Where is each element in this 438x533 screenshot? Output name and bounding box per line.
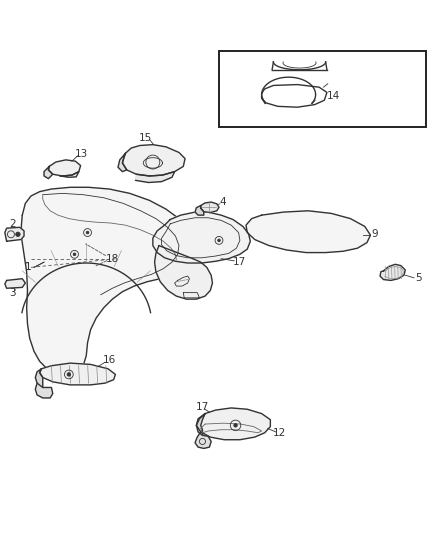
Polygon shape bbox=[135, 172, 175, 182]
Polygon shape bbox=[21, 187, 199, 375]
Text: 1: 1 bbox=[25, 262, 32, 272]
Polygon shape bbox=[196, 408, 270, 440]
Text: 1: 1 bbox=[25, 262, 32, 272]
Polygon shape bbox=[40, 363, 116, 385]
Text: 17: 17 bbox=[196, 402, 209, 411]
Polygon shape bbox=[60, 172, 79, 177]
Text: 12: 12 bbox=[273, 428, 286, 438]
Polygon shape bbox=[195, 206, 204, 215]
Polygon shape bbox=[196, 414, 205, 435]
Text: 3: 3 bbox=[9, 288, 16, 297]
Polygon shape bbox=[35, 383, 53, 398]
Circle shape bbox=[67, 373, 71, 376]
Polygon shape bbox=[195, 432, 211, 448]
Text: 18: 18 bbox=[106, 254, 119, 264]
Text: 15: 15 bbox=[138, 133, 152, 143]
Polygon shape bbox=[48, 160, 81, 176]
Circle shape bbox=[234, 424, 237, 427]
Text: 17: 17 bbox=[233, 257, 247, 267]
Text: 16: 16 bbox=[102, 355, 116, 365]
Text: 2: 2 bbox=[9, 219, 16, 229]
Polygon shape bbox=[380, 264, 405, 280]
FancyBboxPatch shape bbox=[219, 51, 426, 127]
Circle shape bbox=[73, 253, 76, 256]
Text: 5: 5 bbox=[415, 273, 422, 283]
Polygon shape bbox=[155, 246, 212, 299]
Polygon shape bbox=[122, 144, 185, 176]
Polygon shape bbox=[118, 154, 127, 172]
Polygon shape bbox=[44, 166, 53, 179]
Text: 14: 14 bbox=[326, 91, 339, 101]
Circle shape bbox=[86, 231, 89, 234]
Polygon shape bbox=[201, 202, 219, 213]
Circle shape bbox=[16, 232, 20, 237]
Text: 9: 9 bbox=[371, 229, 378, 239]
Polygon shape bbox=[153, 212, 251, 263]
Polygon shape bbox=[246, 211, 371, 253]
Text: 13: 13 bbox=[75, 149, 88, 159]
Text: 4: 4 bbox=[219, 197, 226, 207]
Circle shape bbox=[218, 239, 220, 241]
Polygon shape bbox=[35, 369, 43, 387]
Polygon shape bbox=[5, 228, 24, 241]
Polygon shape bbox=[5, 279, 25, 288]
